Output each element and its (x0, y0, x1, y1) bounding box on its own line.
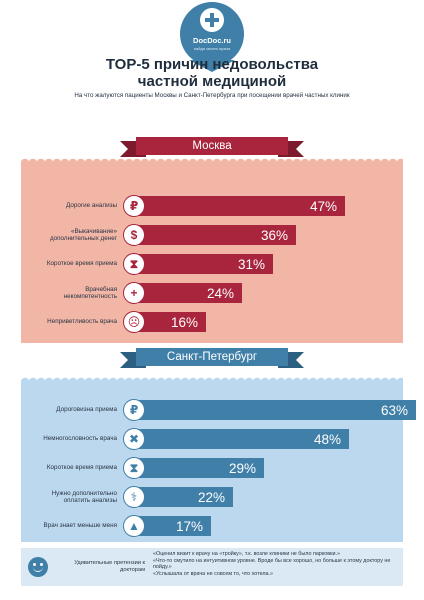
category-label: Короткое время приема (46, 260, 117, 268)
microscope-icon: ⚕ (123, 486, 145, 508)
moscow-panel (21, 162, 403, 343)
category-label: Врачебная некомпетентность (63, 285, 117, 300)
spb-ribbon: Санкт-Петербург (120, 348, 288, 368)
bar: 63% (135, 400, 416, 420)
bar: 31% (135, 254, 273, 274)
footer-label: Удивительные претензии к докторам (74, 560, 145, 573)
page-subtitle: На что жалуются пациенты Москвы и Санкт-… (74, 92, 350, 99)
value-label: 63% (380, 402, 408, 418)
spb-section-title: Санкт-Петербург (136, 348, 288, 366)
category-label: Дороговизна приема (56, 406, 117, 414)
bar: 36% (135, 225, 296, 245)
bar-row: Короткое время приема 29% ⧗ (21, 456, 403, 480)
bar: 22% (135, 487, 233, 507)
spb-panel-scallop (21, 374, 403, 382)
bar: 16% (135, 312, 206, 332)
brand-name: DocDoc.ru (193, 36, 231, 45)
category-label: Немногословность врача (43, 435, 117, 443)
bar: 47% (135, 196, 345, 216)
bar-row: Врачебная некомпетентность 24% + (21, 281, 403, 305)
hourglass-icon: ⧗ (123, 253, 145, 275)
value-label: 22% (197, 489, 225, 505)
footer-panel: Удивительные претензии к докторам «Оцени… (21, 548, 403, 586)
value-label: 47% (309, 198, 337, 214)
medical-cross-icon (200, 8, 224, 32)
page-title: ТОР-5 причин недовольства частной медици… (0, 56, 424, 90)
angry-face-icon: ☹ (123, 311, 145, 333)
bar: 29% (135, 458, 264, 478)
graduation-cap-icon: ▲ (123, 515, 145, 537)
footer-quote: «Оценил визит к врачу на «тройку», т.к. … (153, 551, 341, 557)
value-label: 24% (206, 285, 234, 301)
bar-row: Дороговизна приема 63% ₽ (21, 398, 416, 422)
bar: 24% (135, 283, 242, 303)
value-label: 16% (170, 314, 198, 330)
footer-quote: «Что-то смутило на интуитивном уровне. В… (153, 557, 391, 571)
category-label: Врач знает меньше меня (43, 522, 118, 530)
zipped-mouth-icon: ✖ (123, 428, 145, 450)
bar: 48% (135, 429, 349, 449)
bar: 17% (135, 516, 211, 536)
hourglass-icon: ⧗ (123, 457, 145, 479)
bar-row: Нужно дополнительно оплатить анализы 22% ⚕ (21, 485, 403, 509)
ruble-icon: ₽ (123, 195, 145, 217)
category-label: Нужно дополнительно оплатить анализы (51, 489, 117, 504)
doctor-icon: + (123, 282, 145, 304)
bar-row: Дорогие анализы 47% ₽ (21, 194, 403, 218)
value-label: 31% (237, 256, 265, 272)
moscow-section-title: Москва (136, 137, 288, 155)
value-label: 29% (228, 460, 256, 476)
value-label: 48% (313, 431, 341, 447)
page-title-line1: ТОР-5 причин недовольства (105, 56, 319, 73)
moscow-ribbon: Москва (120, 137, 288, 157)
money-bag-icon: $ (123, 224, 145, 246)
value-label: 17% (175, 518, 203, 534)
page-title-line2: частной медициной (137, 73, 287, 90)
brand-tagline: найди своего врача (193, 46, 231, 51)
category-label: Короткое время приема (46, 464, 117, 472)
bar-row: Врач знает меньше меня 17% ▲ (21, 514, 403, 538)
category-label: «Выкачивание» дополнительных денег (49, 227, 117, 242)
bar-row: «Выкачивание» дополнительных денег 36% $ (21, 223, 403, 247)
ruble-icon: ₽ (123, 399, 145, 421)
bar-row: Короткое время приема 31% ⧗ (21, 252, 403, 276)
footer-quotes: «Оценил визит к врачу на «тройку», т.к. … (153, 551, 399, 577)
smile-icon (28, 557, 48, 577)
category-label: Неприветливость врача (47, 318, 117, 326)
moscow-panel-scallop (21, 155, 403, 163)
category-label: Дорогие анализы (66, 202, 117, 210)
bar-row: Неприветливость врача 16% ☹ (21, 310, 403, 334)
logo-pointer (189, 60, 235, 72)
bar-row: Немногословность врача 48% ✖ (21, 427, 403, 451)
value-label: 36% (260, 227, 288, 243)
footer-quote: «Услышала от врача не совсем то, что хот… (153, 570, 274, 577)
